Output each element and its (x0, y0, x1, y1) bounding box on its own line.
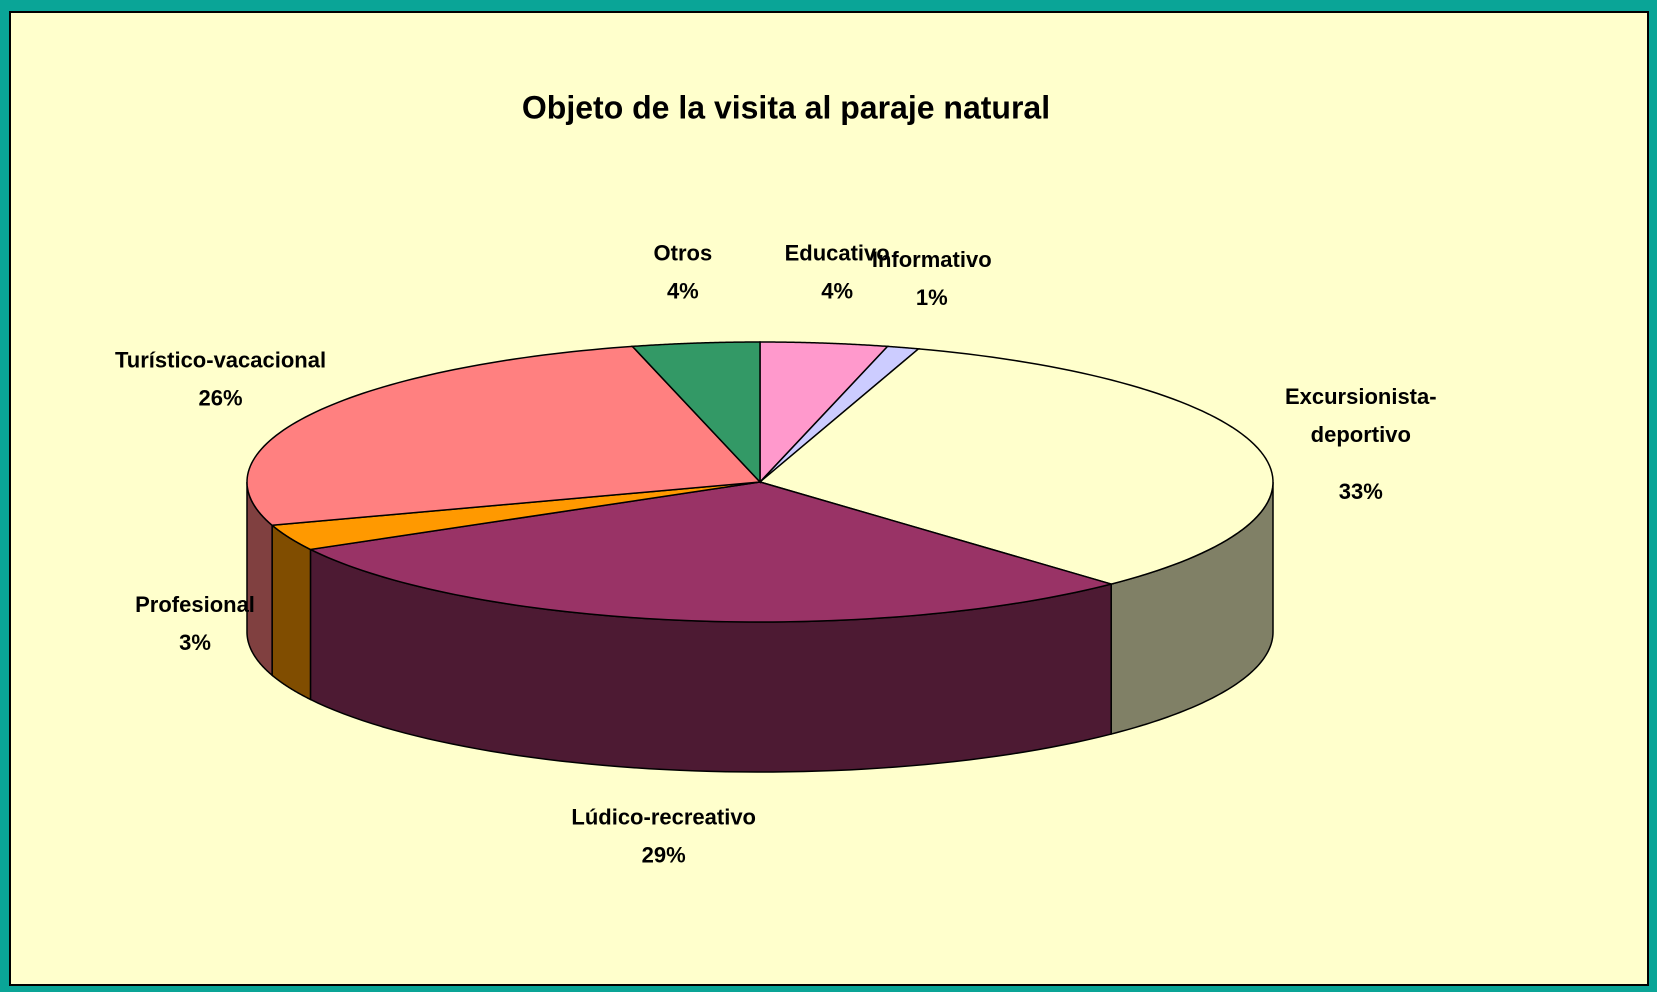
data-label-value: 29% (642, 842, 686, 867)
data-label-name: Informativo (872, 247, 992, 272)
data-label-name: Excursionista-deportivo (1285, 384, 1437, 447)
label-line: Excursionista- (1285, 384, 1437, 409)
pie-slice (630, 341, 761, 484)
data-label-name: Lúdico-recreativo (571, 804, 756, 829)
label-line: deportivo (1311, 422, 1411, 447)
pie-slice (758, 348, 1274, 585)
data-label-name: Profesional (135, 592, 255, 617)
pie-slice (307, 481, 1115, 623)
data-label-name: Otros (654, 240, 713, 265)
data-label-value: 3% (179, 630, 211, 655)
data-label-value: 1% (916, 285, 948, 310)
data-label-value: 4% (667, 278, 699, 303)
data-label-value: 26% (199, 386, 243, 411)
pie-slice (246, 345, 762, 527)
pie-tops (246, 341, 1274, 623)
data-label-name: Educativo (785, 240, 890, 265)
data-label-value: 4% (821, 278, 853, 303)
data-label-value: 33% (1339, 479, 1383, 504)
chart-title: Objeto de la visita al paraje natural (522, 89, 1050, 125)
pie-slice-side (271, 523, 312, 701)
data-label-name: Turístico-vacacional (115, 348, 326, 373)
pie-slice (759, 341, 890, 484)
pie-slice (270, 481, 761, 551)
